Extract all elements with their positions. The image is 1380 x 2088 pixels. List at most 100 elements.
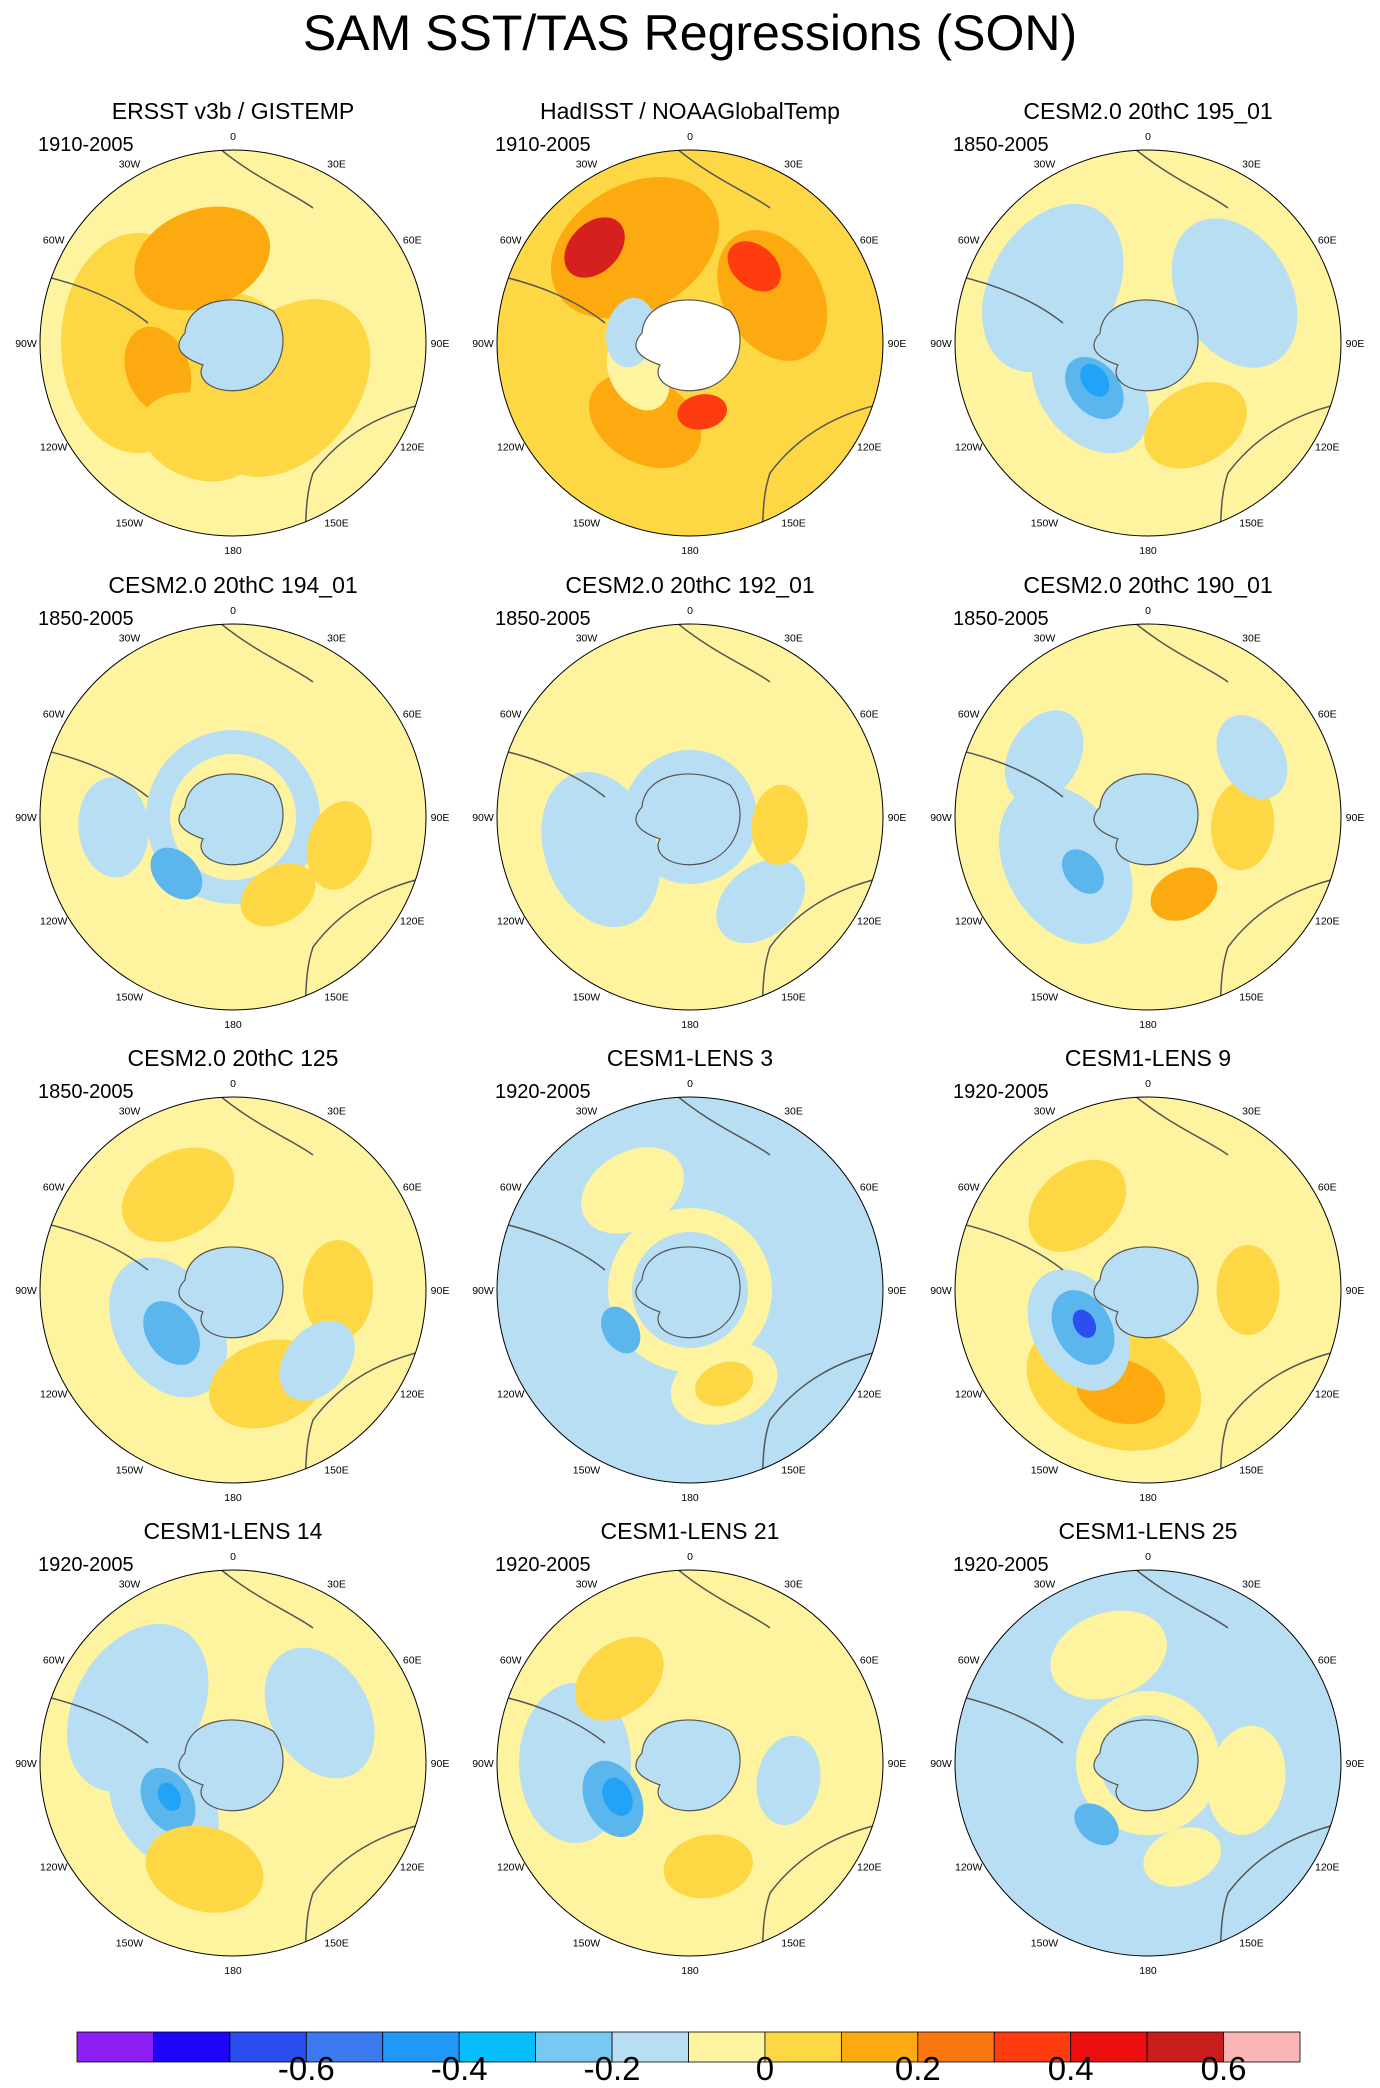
colorbar-swatch [840, 2031, 919, 2063]
longitude-label: 90W [15, 338, 37, 350]
longitude-label: 120E [1315, 916, 1340, 928]
longitude-label: 0 [687, 1551, 693, 1563]
longitude-label: 90E [888, 812, 907, 824]
panel-period: 1850-2005 [495, 608, 591, 630]
polar-map: 0 30E 60E 90E 120E 150E 180 150W 120W 90W 60W 30W [472, 605, 907, 1031]
colorbar-tick-label: 0.4 [1047, 2050, 1094, 2087]
panel-title: CESM2.0 20thC 194_01 [108, 572, 358, 598]
colorbar-swatch [688, 2031, 766, 2063]
colorbar-tick-label: -0.2 [583, 2050, 641, 2087]
longitude-label: 120W [497, 442, 525, 454]
longitude-label: 120W [497, 1389, 525, 1401]
map-panel: HadISST / NOAAGlobalTemp 1910-2005 0 30E 60E… [460, 98, 920, 570]
longitude-label: 90W [472, 1758, 494, 1770]
panel-period: 1920-2005 [38, 1554, 134, 1576]
page-title: SAM SST/TAS Regressions (SON) [302, 5, 1078, 61]
longitude-label: 120E [857, 916, 882, 928]
map-panel: CESM1-LENS 14 1920-2005 0 30E 60E 90E 120E 150E… [3, 1518, 463, 1990]
panel-title: CESM1-LENS 25 [1058, 1518, 1238, 1544]
longitude-label: 180 [224, 545, 242, 557]
longitude-label: 150W [573, 517, 601, 529]
longitude-label: 60W [958, 235, 980, 247]
longitude-label: 90E [431, 338, 450, 350]
longitude-label: 30E [1242, 159, 1261, 171]
longitude-label: 60E [1318, 1182, 1337, 1194]
longitude-label: 180 [681, 1019, 699, 1031]
longitude-label: 120W [40, 916, 68, 928]
panel-title: CESM2.0 20thC 195_01 [1023, 98, 1273, 124]
longitude-label: 60E [860, 235, 879, 247]
longitude-label: 60W [500, 1655, 522, 1667]
colorbar-tick-label: 0 [755, 2050, 775, 2087]
longitude-label: 60W [500, 709, 522, 721]
panel-period: 1850-2005 [953, 608, 1049, 630]
longitude-label: 150W [1031, 517, 1059, 529]
longitude-label: 0 [1145, 1078, 1151, 1090]
longitude-label: 30E [327, 159, 346, 171]
longitude-label: 150W [573, 991, 601, 1003]
longitude-label: 30E [327, 633, 346, 645]
longitude-label: 180 [224, 1019, 242, 1031]
longitude-label: 180 [224, 1492, 242, 1504]
longitude-label: 30E [1242, 633, 1261, 645]
polar-map: 0 30E 60E 90E 120E 150E 180 150W 120W 90W 60W 30W [15, 131, 450, 557]
longitude-label: 150W [573, 1937, 601, 1949]
longitude-label: 30W [576, 1106, 598, 1118]
colorbar-swatch [76, 2031, 154, 2063]
panel-period: 1920-2005 [495, 1081, 591, 1103]
longitude-label: 60W [43, 235, 65, 247]
longitude-label: 90E [1346, 812, 1365, 824]
map-panel: CESM1-LENS 25 1920-2005 0 30E 60E 90E 120E 150E… [918, 1518, 1378, 1990]
colorbar-tick-label: 0.6 [1200, 2050, 1247, 2087]
colorbar-swatch [229, 2031, 307, 2063]
panel-period: 1920-2005 [953, 1081, 1049, 1103]
longitude-label: 30W [119, 1579, 141, 1591]
map-panel: CESM2.0 20thC 195_01 1850-2005 0 30E 60E 90E 1… [918, 98, 1378, 570]
longitude-label: 30E [784, 159, 803, 171]
longitude-label: 150E [324, 1464, 349, 1476]
colorbar-swatch [153, 2031, 231, 2063]
longitude-label: 0 [230, 605, 236, 617]
longitude-label: 150W [573, 1464, 601, 1476]
longitude-label: 60E [403, 235, 422, 247]
colorbar-tick-label: 0.2 [894, 2050, 941, 2087]
longitude-label: 60W [43, 1182, 65, 1194]
longitude-label: 90E [431, 812, 450, 824]
longitude-label: 120W [955, 1862, 983, 1874]
longitude-label: 60E [1318, 1655, 1337, 1667]
longitude-label: 60W [958, 709, 980, 721]
longitude-label: 60E [860, 1655, 879, 1667]
longitude-label: 150E [781, 517, 806, 529]
polar-map: 0 30E 60E 90E 120E 150E 180 150W 120W 90W 60W 30W [930, 1551, 1364, 1977]
longitude-label: 120E [400, 1389, 425, 1401]
longitude-label: 150W [1031, 991, 1059, 1003]
longitude-label: 60W [958, 1655, 980, 1667]
panel-title: CESM2.0 20thC 192_01 [565, 572, 815, 598]
longitude-label: 120E [857, 1862, 882, 1874]
longitude-label: 0 [230, 1078, 236, 1090]
longitude-label: 150E [1239, 1464, 1264, 1476]
longitude-label: 150E [781, 1937, 806, 1949]
longitude-label: 120W [955, 1389, 983, 1401]
longitude-label: 120E [400, 442, 425, 454]
longitude-label: 150W [116, 991, 144, 1003]
polar-map: 0 30E 60E 90E 120E 150E 180 150W 120W 90W 60W 30W [930, 1078, 1365, 1504]
colorbar-tick-label: -0.6 [277, 2050, 335, 2087]
longitude-label: 30W [119, 159, 141, 171]
longitude-label: 0 [1145, 131, 1151, 143]
longitude-label: 180 [1139, 1965, 1157, 1977]
longitude-label: 180 [681, 1965, 699, 1977]
longitude-label: 30E [784, 1106, 803, 1118]
longitude-label: 120E [1315, 442, 1340, 454]
longitude-label: 150W [116, 1937, 144, 1949]
longitude-label: 120E [1315, 1389, 1340, 1401]
polar-map: 0 30E 60E 90E 120E 150E 180 150W 120W 90W 60W 30W [930, 131, 1364, 557]
panel-title: CESM1-LENS 3 [606, 1045, 774, 1071]
longitude-label: 30E [784, 633, 803, 645]
longitude-label: 120W [40, 1389, 68, 1401]
longitude-label: 90E [1346, 1285, 1365, 1297]
polar-map: 0 30E 60E 90E 120E 150E 180 150W 120W 90W 60W 30W [15, 1551, 449, 1977]
longitude-label: 120E [857, 442, 882, 454]
longitude-label: 120E [400, 1862, 425, 1874]
longitude-label: 120E [857, 1389, 882, 1401]
